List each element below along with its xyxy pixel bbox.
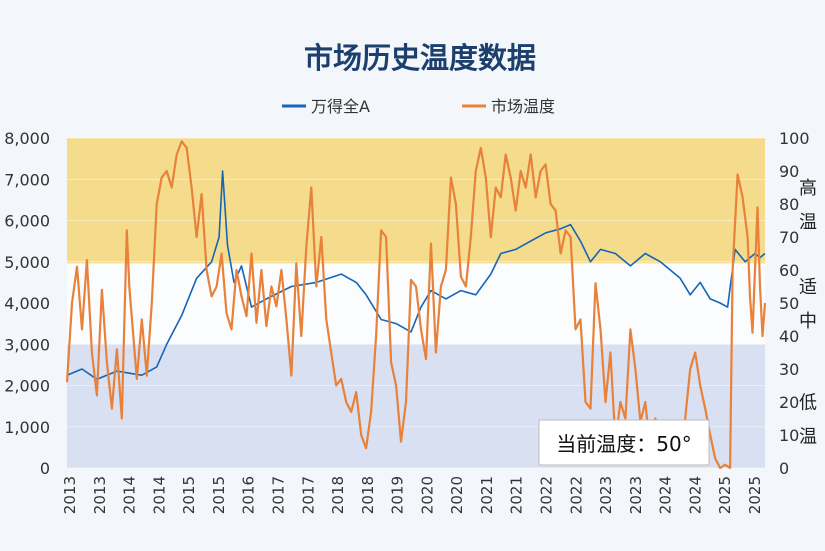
current-temperature-text: 当前温度：50° xyxy=(556,432,691,456)
x-tick-label: 2017 xyxy=(299,476,317,514)
x-tick-label: 2014 xyxy=(150,476,168,514)
x-tick-label: 2022 xyxy=(538,476,556,514)
x-tick-label: 2019 xyxy=(389,476,407,514)
right-tick-label: 90 xyxy=(779,162,799,181)
x-tick-label: 2020 xyxy=(448,476,466,514)
right-tick-label: 60 xyxy=(779,261,799,280)
x-tick-label: 2021 xyxy=(508,476,526,514)
right-tick-label: 70 xyxy=(779,228,799,247)
right-tick-label: 30 xyxy=(779,360,799,379)
chart-title: 市场历史温度数据 xyxy=(304,41,536,75)
current-temperature-box-bg xyxy=(538,419,710,466)
legend-label-wind-a: 万得全A xyxy=(311,97,370,116)
right-tick-label: 10 xyxy=(779,426,799,445)
band-0 xyxy=(67,138,765,264)
high-zone-label: 高 xyxy=(799,178,817,199)
x-tick-label: 2023 xyxy=(597,476,615,514)
x-tick-label: 2016 xyxy=(240,476,258,514)
left-tick-label: 5,000 xyxy=(4,253,50,272)
left-tick-label: 6,000 xyxy=(4,212,50,231)
series-line-0 xyxy=(66,170,766,381)
x-tick-label: 2025 xyxy=(746,476,764,514)
x-tick-label: 2015 xyxy=(210,476,228,514)
left-axis: 8,000 7,000 6,000 5,000 4,000 3,000 2,000 1,000… xyxy=(4,129,50,478)
x-tick-label: 2023 xyxy=(627,476,645,514)
left-tick-label: 7,000 xyxy=(4,170,50,189)
x-tick-label: 2017 xyxy=(269,476,287,514)
x-axis: 2013 2013 2014 2014 2015 2015 2016 2017 2017 2018… xyxy=(61,476,764,514)
x-tick-label: 2021 xyxy=(478,476,496,514)
mid-zone-label: 适 xyxy=(799,277,817,298)
left-tick-label: 4,000 xyxy=(4,294,50,313)
temperature-bands xyxy=(67,137,765,469)
left-tick-label: 0 xyxy=(40,459,50,478)
right-tick-label: 50 xyxy=(779,294,799,313)
right-tick-label: 40 xyxy=(779,327,799,346)
mid-zone-label: 中 xyxy=(799,311,817,332)
low-zone-label: 温 xyxy=(799,427,817,448)
x-tick-label: 2024 xyxy=(686,476,704,514)
x-tick-label: 2014 xyxy=(121,476,139,514)
x-tick-label: 2018 xyxy=(359,476,377,514)
x-tick-label: 2013 xyxy=(91,476,109,514)
left-tick-label: 8,000 xyxy=(4,129,50,148)
right-tick-label: 80 xyxy=(779,195,799,214)
x-tick-label: 2025 xyxy=(716,476,734,514)
right-tick-label: 20 xyxy=(779,393,799,412)
right-tick-label: 0 xyxy=(779,459,789,478)
x-tick-label: 2015 xyxy=(180,476,198,514)
x-tick-label: 2022 xyxy=(567,476,585,514)
left-tick-label: 3,000 xyxy=(4,335,50,354)
current-temperature-box: 当前温度：50° xyxy=(538,419,710,466)
legend: 万得全A 市场温度 xyxy=(282,97,555,116)
x-tick-label: 2018 xyxy=(329,476,347,514)
legend-label-market-temp: 市场温度 xyxy=(491,97,555,116)
x-tick-label: 2024 xyxy=(657,476,675,514)
x-tick-label: 2020 xyxy=(418,476,436,514)
right-tick-label: 100 xyxy=(779,129,810,148)
low-zone-label: 低 xyxy=(799,393,817,414)
x-tick-label: 2013 xyxy=(61,476,79,514)
high-zone-label: 温 xyxy=(799,212,817,233)
left-tick-label: 1,000 xyxy=(4,418,50,437)
left-tick-label: 2,000 xyxy=(4,377,50,396)
